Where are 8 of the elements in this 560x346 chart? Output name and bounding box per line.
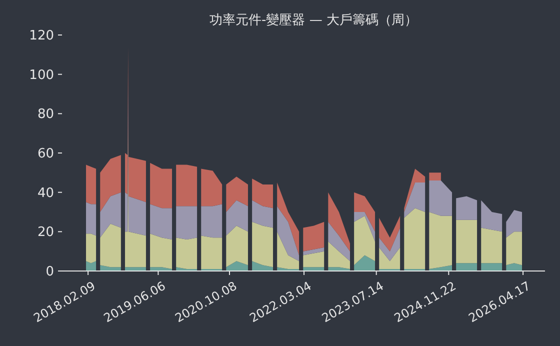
y-tick-label: 40 bbox=[37, 186, 54, 201]
y-tick-label: 100 bbox=[29, 68, 54, 83]
y-tick-label: 80 bbox=[37, 107, 54, 122]
chart-title: 功率元件-變壓器 — 大戶籌碼（周） bbox=[210, 12, 418, 28]
y-tick-label: 20 bbox=[37, 225, 54, 240]
y-tick-label: 60 bbox=[37, 146, 54, 162]
y-tick-label: 0 bbox=[46, 264, 54, 280]
y-tick-label: 120 bbox=[29, 28, 54, 44]
